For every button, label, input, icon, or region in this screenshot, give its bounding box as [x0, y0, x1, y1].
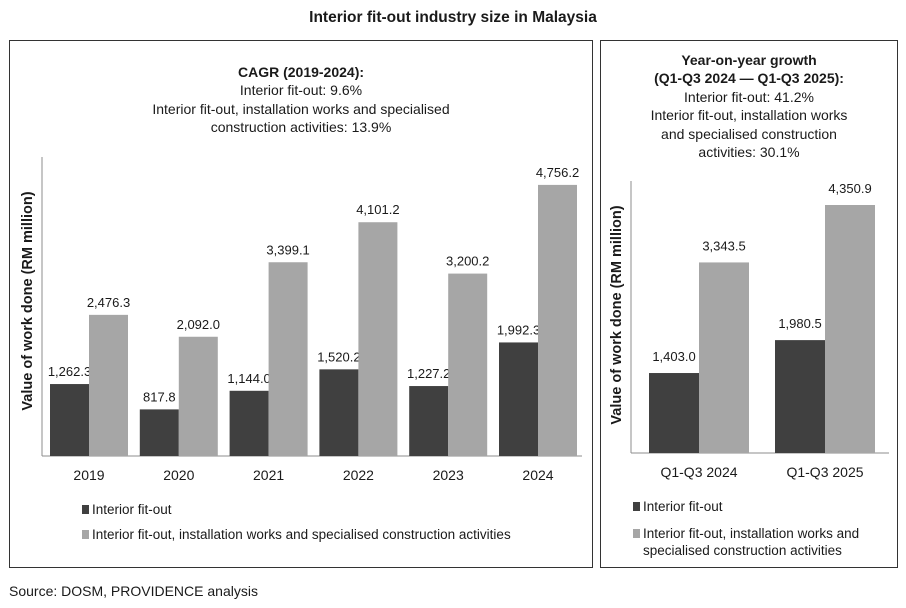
bar-total-activities-q1-q3-2025 — [825, 204, 875, 453]
data-label: 4,350.9 — [828, 181, 871, 196]
legend-swatch-total-activities — [82, 530, 89, 539]
data-label: 1,992.3 — [497, 322, 540, 337]
bar-total-activities-2024 — [538, 184, 577, 456]
legend-label: specialised construction activities — [643, 543, 842, 558]
bar-total-activities-q1-q3-2024 — [699, 262, 749, 453]
yoy-line-2: Interior fit-out, installation works — [650, 107, 848, 124]
x-tick-label: 2019 — [73, 467, 104, 483]
x-tick-label: 2022 — [343, 467, 374, 483]
bar-interior-fit-out-2020 — [139, 409, 179, 456]
bar-interior-fit-out-2022 — [319, 369, 359, 456]
yoy-line-3: and specialised construction — [661, 125, 837, 142]
data-label: 3,343.5 — [702, 238, 745, 253]
x-tick-label: 2021 — [253, 467, 284, 483]
source-note: Source: DOSM, PROVIDENCE analysis — [9, 583, 258, 599]
x-tick-label: 2024 — [522, 467, 553, 483]
chart-title: Interior fit-out industry size in Malays… — [309, 9, 597, 26]
y-axis-title: Value of work done (RM million) — [20, 191, 36, 410]
legend-label: Interior fit-out — [643, 499, 723, 514]
data-label: 1,227.2 — [407, 366, 450, 381]
bar-interior-fit-out-2024 — [499, 342, 538, 456]
data-label: 3,200.2 — [446, 254, 489, 269]
data-label: 817.8 — [143, 389, 176, 404]
legend-swatch-interior-fit-out — [82, 505, 89, 514]
bar-interior-fit-out-q1-q3-2025 — [775, 340, 825, 453]
bar-total-activities-2019 — [89, 314, 128, 456]
yoy-line-1: Interior fit-out: 41.2% — [684, 88, 814, 105]
data-label: 4,756.2 — [536, 165, 579, 180]
bar-total-activities-2021 — [268, 262, 308, 456]
data-label: 1,262.3 — [48, 364, 91, 379]
yoy-heading-2: (Q1-Q3 2024 — Q1-Q3 2025): — [654, 70, 844, 87]
legend-swatch-total-activities — [633, 529, 640, 538]
annual-bar-chart: Value of work done (RM million) 1,262.3 2,… — [20, 157, 582, 542]
legend-label: Interior fit-out, installation works and — [643, 526, 859, 541]
cagr-line-2: Interior fit-out, installation works and… — [152, 100, 450, 117]
bar-total-activities-2020 — [178, 336, 218, 456]
data-label: 1,520.2 — [317, 349, 360, 364]
cagr-line-1: Interior fit-out: 9.6% — [239, 82, 363, 99]
cagr-line-3: construction activities: 13.9% — [210, 119, 392, 136]
yoy-heading-1: Year-on-year growth — [681, 52, 817, 68]
bar-interior-fit-out-2023 — [409, 386, 449, 456]
yoy-annotation: Year-on-year growth (Q1-Q3 2024 — Q1-Q3 … — [601, 51, 897, 161]
yoy-line-4: activities: 30.1% — [698, 144, 800, 161]
y-axis-title: Value of work done (RM million) — [609, 205, 625, 424]
x-tick-label: 2023 — [433, 467, 464, 483]
data-label: 3,399.1 — [266, 242, 309, 257]
data-label: 2,092.0 — [177, 317, 220, 332]
yoy-bar-chart: Value of work done (RM million) 1,403.0 3,… — [609, 181, 889, 558]
bar-interior-fit-out-2019 — [50, 384, 89, 456]
x-tick-label: Q1-Q3 2025 — [786, 464, 863, 480]
bar-interior-fit-out-2021 — [229, 390, 269, 456]
bar-total-activities-2023 — [448, 273, 488, 456]
legend-label: Interior fit-out — [92, 502, 172, 517]
bar-interior-fit-out-q1-q3-2024 — [649, 373, 699, 453]
data-label: 2,476.3 — [87, 295, 130, 310]
data-label: 1,403.0 — [652, 349, 695, 364]
annual-chart-panel: CAGR (2019-2024): Interior fit-out: 9.6%… — [9, 40, 593, 568]
data-label: 1,980.5 — [778, 316, 821, 331]
yoy-chart-panel: Year-on-year growth (Q1-Q3 2024 — Q1-Q3 … — [600, 40, 898, 568]
data-label: 4,101.2 — [356, 202, 399, 217]
cagr-annotation: CAGR (2019-2024): Interior fit-out: 9.6%… — [10, 63, 592, 137]
legend-swatch-interior-fit-out — [633, 502, 640, 511]
bar-total-activities-2022 — [358, 222, 398, 456]
cagr-heading: CAGR (2019-2024): — [237, 64, 365, 80]
data-label: 1,144.0 — [227, 371, 270, 386]
legend-label: Interior fit-out, installation works and… — [92, 527, 511, 542]
x-tick-label: Q1-Q3 2024 — [660, 464, 737, 480]
x-tick-label: 2020 — [163, 467, 194, 483]
